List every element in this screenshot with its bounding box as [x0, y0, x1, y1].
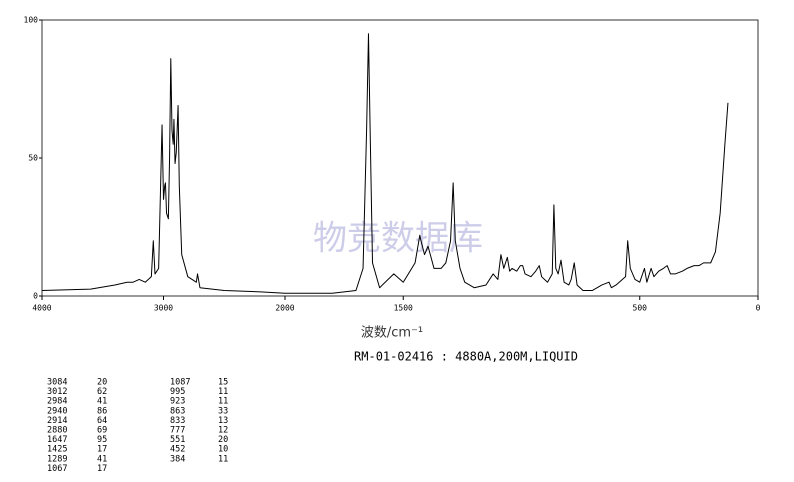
y-tick-label: 0	[33, 292, 38, 301]
peak-wavenumber: 3084	[47, 378, 67, 388]
peak-intensity: 64	[97, 416, 107, 426]
peak-intensity: 41	[97, 397, 107, 407]
peak-intensity: 17	[97, 445, 107, 455]
x-tick-label: 1500	[394, 304, 413, 313]
peak-intensity: 11	[218, 387, 228, 397]
peak-wavenumber: 2880	[47, 426, 67, 436]
x-axis-label: 波数/cm⁻¹	[361, 326, 423, 341]
peak-intensity: 20	[97, 378, 107, 388]
x-tick-label: 500	[633, 304, 648, 313]
peak-wavenumber: 995	[170, 387, 185, 397]
peak-wavenumber: 1425	[47, 445, 67, 455]
x-tick-label: 3000	[154, 304, 173, 313]
peak-intensity: 95	[97, 435, 107, 445]
x-tick-label: 0	[756, 304, 761, 313]
peak-intensity: 20	[218, 435, 228, 445]
peak-intensity: 13	[218, 416, 228, 426]
peak-intensity: 11	[218, 454, 228, 464]
peak-intensity: 62	[97, 387, 107, 397]
peak-wavenumber: 2940	[47, 406, 67, 416]
peak-wavenumber: 1087	[170, 378, 190, 388]
peak-wavenumber: 384	[170, 454, 185, 464]
peak-wavenumber: 777	[170, 426, 185, 436]
peak-wavenumber: 923	[170, 397, 185, 407]
peak-wavenumber: 1067	[47, 464, 67, 474]
spectrum-line	[41, 33, 729, 294]
peak-intensity: 10	[218, 445, 228, 455]
peak-wavenumber: 833	[170, 416, 185, 426]
peak-wavenumber: 863	[170, 406, 185, 416]
subtitle: RM-01-02416 : 4880A,200M,LIQUID	[354, 350, 578, 364]
y-tick-label: 100	[24, 16, 39, 25]
peak-wavenumber: 551	[170, 435, 185, 445]
y-tick-label: 50	[28, 154, 38, 163]
peak-intensity: 17	[97, 464, 107, 474]
peak-wavenumber: 452	[170, 445, 185, 455]
peak-intensity: 69	[97, 426, 107, 436]
x-tick-label: 2000	[275, 304, 294, 313]
peak-intensity: 86	[97, 406, 107, 416]
peak-intensity: 33	[218, 406, 228, 416]
peak-intensity: 15	[218, 378, 228, 388]
peak-intensity: 12	[218, 426, 228, 436]
peak-wavenumber: 1289	[47, 454, 67, 464]
peak-wavenumber: 2984	[47, 397, 67, 407]
peak-wavenumber: 3012	[47, 387, 67, 397]
peak-intensity: 11	[218, 397, 228, 407]
x-tick-label: 4000	[32, 304, 51, 313]
peak-wavenumber: 2914	[47, 416, 67, 426]
peak-intensity: 41	[97, 454, 107, 464]
peak-wavenumber: 1647	[47, 435, 67, 445]
